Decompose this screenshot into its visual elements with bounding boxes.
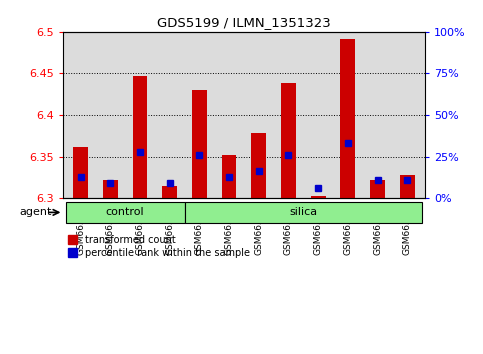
Text: agent: agent xyxy=(19,207,52,217)
Bar xyxy=(370,180,385,198)
Bar xyxy=(311,196,326,198)
Bar xyxy=(251,133,266,198)
Text: silica: silica xyxy=(289,207,317,217)
Bar xyxy=(281,84,296,198)
Title: GDS5199 / ILMN_1351323: GDS5199 / ILMN_1351323 xyxy=(157,16,331,29)
Legend: transformed count, percentile rank within the sample: transformed count, percentile rank withi… xyxy=(68,235,250,258)
Bar xyxy=(103,180,118,198)
Bar xyxy=(341,39,355,198)
Text: control: control xyxy=(106,207,144,217)
Bar xyxy=(222,155,237,198)
Bar xyxy=(162,186,177,198)
Bar xyxy=(132,76,147,198)
Bar xyxy=(73,147,88,198)
Bar xyxy=(192,90,207,198)
Bar xyxy=(400,175,414,198)
